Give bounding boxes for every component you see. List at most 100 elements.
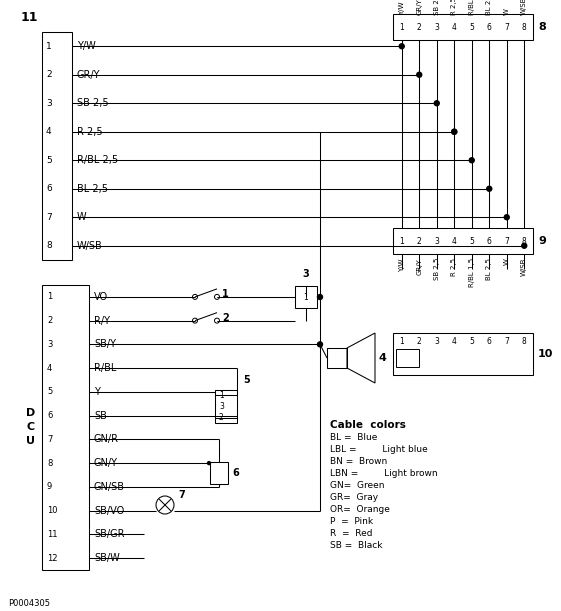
Text: SB/GR: SB/GR [94,529,125,540]
Text: 3: 3 [434,23,439,32]
Text: 4: 4 [452,337,457,346]
Text: 12: 12 [47,554,57,563]
Text: W: W [77,212,86,222]
Text: R/BL 1,5: R/BL 1,5 [469,0,475,15]
Text: 7: 7 [504,337,509,346]
Text: BL 2,5: BL 2,5 [486,258,492,280]
Text: 7: 7 [178,490,185,500]
Text: R 2,5: R 2,5 [451,0,457,15]
Text: BL 2,5: BL 2,5 [77,184,108,194]
Text: SB 2,5: SB 2,5 [434,258,440,280]
Text: GR/Y: GR/Y [416,0,422,15]
Text: W/SB: W/SB [521,0,527,15]
Text: 8: 8 [522,236,527,246]
Text: P0004305: P0004305 [8,599,50,607]
Text: 2: 2 [46,70,52,79]
Text: 5: 5 [46,156,52,165]
Text: Y/W: Y/W [77,42,96,51]
Circle shape [399,44,404,49]
Text: VO: VO [94,292,108,302]
Text: 1: 1 [47,293,52,301]
Text: 3: 3 [219,402,224,411]
Text: R 2,5: R 2,5 [77,126,103,137]
Bar [215,390,237,423]
Text: LBN =         Light brown: LBN = Light brown [330,469,438,478]
Text: 2: 2 [417,23,422,32]
Text: 8: 8 [47,459,52,467]
Circle shape [469,158,474,163]
Text: SB 2,5: SB 2,5 [434,0,440,15]
Bar [393,333,533,375]
Bar [295,286,317,308]
Text: 1: 1 [222,289,229,299]
Text: BL 2,5: BL 2,5 [486,0,492,15]
Text: 5: 5 [47,387,52,397]
Text: 2: 2 [219,414,224,422]
Text: 6: 6 [487,23,491,32]
Text: 8: 8 [46,241,52,251]
Text: 7: 7 [504,236,509,246]
Text: 8: 8 [522,337,527,346]
Text: R/Y: R/Y [94,316,110,326]
Bar [393,228,533,254]
Text: SB/VO: SB/VO [94,506,124,516]
Text: 1: 1 [399,23,404,32]
Text: 4: 4 [452,236,457,246]
Text: 5: 5 [243,375,250,385]
Circle shape [452,130,457,134]
Text: W: W [504,258,510,265]
Text: 3: 3 [46,99,52,108]
Text: SB: SB [94,411,107,420]
Text: R 2,5: R 2,5 [451,258,457,276]
Bar [42,285,89,570]
Text: 6: 6 [46,185,52,193]
Text: 6: 6 [47,411,52,420]
Text: 7: 7 [504,23,509,32]
Text: 1: 1 [399,236,404,246]
Text: R/BL: R/BL [94,363,116,373]
Circle shape [452,130,457,134]
Text: 7: 7 [46,213,52,222]
Circle shape [522,243,527,248]
Text: 5: 5 [470,23,474,32]
Text: 8: 8 [522,23,527,32]
Bar [42,32,72,260]
Text: 4: 4 [452,23,457,32]
Circle shape [208,462,210,464]
Text: U: U [26,436,35,447]
Text: 3: 3 [434,236,439,246]
Text: SB/W: SB/W [94,553,119,563]
Text: BL =  Blue: BL = Blue [330,433,378,442]
Text: 10: 10 [538,349,553,359]
Text: GN/SB: GN/SB [94,482,125,492]
Text: 4: 4 [47,364,52,373]
Circle shape [487,186,492,191]
Text: 6: 6 [487,236,491,246]
Text: 3: 3 [47,340,52,349]
Circle shape [318,342,323,347]
Text: Cable  colors: Cable colors [330,420,406,430]
Text: 3: 3 [302,269,309,279]
Text: 8: 8 [538,22,546,32]
Text: W/SB: W/SB [521,258,527,276]
Text: 2: 2 [222,313,229,323]
Bar [210,462,228,484]
Text: W/SB: W/SB [77,241,103,251]
Text: GR/Y: GR/Y [77,70,100,80]
Text: 3: 3 [434,337,439,346]
Circle shape [318,295,323,299]
Text: R  =  Red: R = Red [330,530,373,538]
Circle shape [434,101,439,106]
Text: OR=  Orange: OR= Orange [330,505,390,514]
Text: GN=  Green: GN= Green [330,481,384,491]
Text: 9: 9 [538,236,546,246]
Text: 6: 6 [232,468,239,478]
Text: 10: 10 [47,506,57,515]
Text: D: D [26,409,36,419]
Text: SB/Y: SB/Y [94,339,116,349]
Text: SB 2,5: SB 2,5 [77,98,109,108]
Text: R/BL 1,5: R/BL 1,5 [469,258,475,287]
Text: 5: 5 [470,236,474,246]
Text: R/BL 2,5: R/BL 2,5 [77,155,118,165]
Text: GR/Y: GR/Y [416,258,422,275]
